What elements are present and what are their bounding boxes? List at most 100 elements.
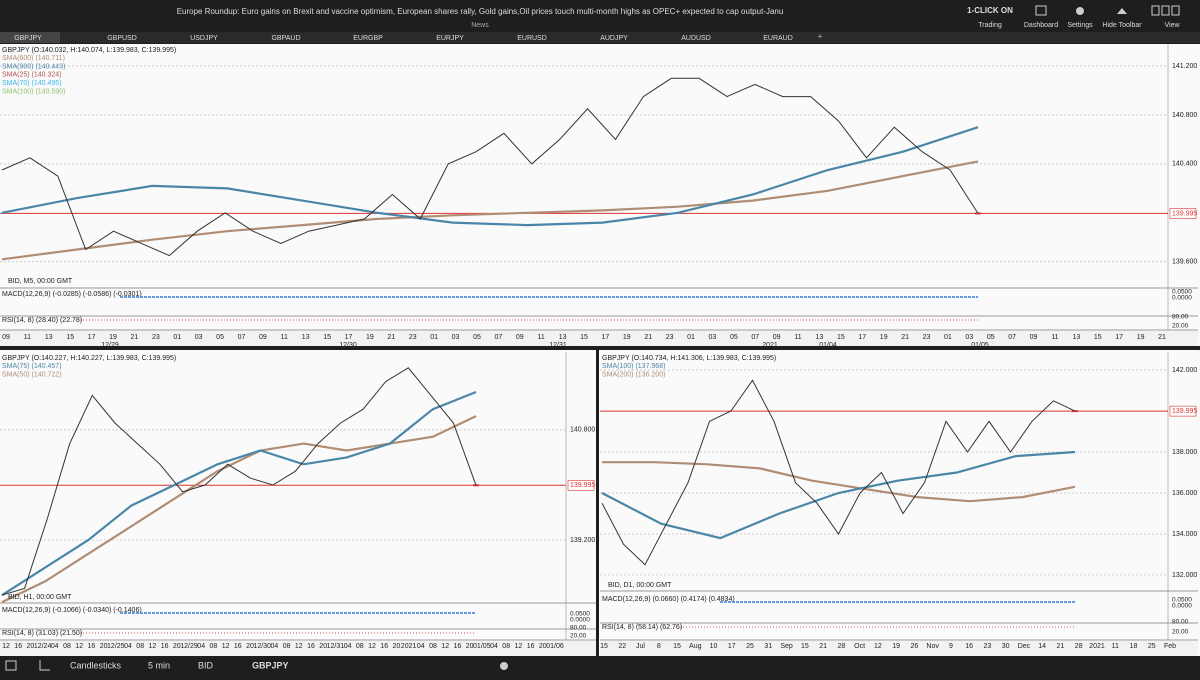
crop-icon[interactable] <box>39 660 50 671</box>
settings-icon[interactable] <box>500 662 508 670</box>
tab[interactable]: EURJPY <box>436 35 464 42</box>
legend-entry: SMA(25) (140.324) <box>2 72 62 79</box>
price-line <box>1 367 477 596</box>
time-label: 08 <box>63 643 71 650</box>
time-label: 13 <box>816 334 824 341</box>
view-icon[interactable] <box>1161 5 1170 16</box>
time-label: 12 <box>2 643 10 650</box>
tab[interactable]: EURAUD <box>763 35 793 42</box>
time-label: 20 <box>100 643 108 650</box>
time-label: 16 <box>14 643 22 650</box>
price-tag <box>1169 208 1197 219</box>
time-label: 09 <box>516 334 524 341</box>
symbol[interactable]: GBPJPY <box>252 660 289 670</box>
time-label: 19 <box>623 334 631 341</box>
view-icon[interactable] <box>1151 5 1160 16</box>
toolbar-button[interactable]: Hide Toolbar <box>1102 22 1142 29</box>
date-label: 2021 <box>762 342 778 349</box>
hide-icon[interactable] <box>1117 8 1127 14</box>
time-label: 16 <box>307 643 315 650</box>
tab[interactable]: AUDUSD <box>681 35 711 42</box>
time-label: 13 <box>302 334 310 341</box>
time-label: 19 <box>892 643 900 650</box>
macd-label: MACD(12,26,9) (-0.0285) (-0.0586) (-0.03… <box>2 291 142 298</box>
tab[interactable]: GBPAUD <box>271 35 300 42</box>
price-label: 138.000 <box>1172 449 1197 456</box>
time-label: 12/25 <box>107 643 125 650</box>
time-label: 03 <box>709 334 717 341</box>
time-label: 11 <box>1051 334 1058 341</box>
indicator-axis-label: 20.00 <box>1172 629 1189 636</box>
charts: 141.200 140.800 140.400 139.995 139.600 GBPJP… <box>0 44 1198 656</box>
toolbar-button[interactable]: View <box>1164 22 1180 29</box>
time-label: 20 <box>466 643 474 650</box>
time-label: 16 <box>380 643 388 650</box>
price-side[interactable]: BID <box>198 660 214 670</box>
time-label: 13 <box>559 334 567 341</box>
sma-line <box>1 126 979 227</box>
tab[interactable]: USDJPY <box>190 35 218 42</box>
time-label: 17 <box>345 334 353 341</box>
time-label: 19 <box>1137 334 1145 341</box>
time-label: 12 <box>441 643 449 650</box>
interval[interactable]: 5 min <box>148 660 170 670</box>
settings-icon[interactable] <box>1076 7 1084 15</box>
add-tab[interactable]: + <box>817 31 822 41</box>
time-label: 23 <box>409 334 417 341</box>
price-tag <box>567 479 595 491</box>
tab[interactable]: GBPUSD <box>107 35 137 42</box>
chart-panel: 141.200 140.800 140.400 139.995 139.600 GBPJP… <box>0 44 1198 349</box>
price-label: 139.200 <box>570 537 595 544</box>
toolbar-button[interactable]: Settings <box>1067 22 1093 29</box>
tab[interactable]: AUDJPY <box>600 35 628 42</box>
time-label: 2021 <box>401 643 417 650</box>
rsi-label: RSI(14, 8) (28.40) (22.78) <box>2 317 82 324</box>
macd-label: MACD(12,26,9) (0.0660) (0.4174) (0.4834) <box>602 596 735 603</box>
time-label: 15 <box>1094 334 1102 341</box>
time-label: 07 <box>494 334 502 341</box>
time-label: 09 <box>1030 334 1038 341</box>
bottom-toolbar: Candlesticks 5 min BID GBPJPY <box>0 656 1200 675</box>
time-label: 09 <box>773 334 781 341</box>
time-label: 12 <box>295 643 303 650</box>
rsi-label: RSI(14, 8) (31.03) (21.50) <box>2 630 82 637</box>
tab[interactable]: EURGBP <box>353 35 383 42</box>
layout-icon[interactable] <box>5 660 17 671</box>
time-label: 31 <box>764 643 772 650</box>
time-label: 16 <box>527 643 535 650</box>
panel-top <box>0 44 1200 346</box>
time-label: 05 <box>987 334 995 341</box>
time-label: 11 <box>538 334 545 341</box>
indicator-axis-label: 80.00 <box>1172 619 1189 626</box>
news-label[interactable]: News <box>471 22 489 29</box>
toolbar-button[interactable]: Dashboard <box>1024 22 1058 29</box>
news-ticker[interactable]: Europe Roundup: Euro gains on Brexit and… <box>177 7 784 16</box>
legend-entry: SMA(100) (137.968) <box>602 363 665 370</box>
time-label: 23 <box>152 334 160 341</box>
legend-entry: GBPJPY (O:140.227, H:140.227, L:139.983,… <box>2 355 176 362</box>
time-label: 16 <box>965 643 973 650</box>
time-label: 18 <box>1130 643 1138 650</box>
price-label: 142.000 <box>1172 367 1197 374</box>
one-click-toggle[interactable]: 1-CLICK ON <box>967 6 1013 15</box>
price-label: 141.200 <box>1172 63 1197 70</box>
date-label: 12/30 <box>339 342 357 349</box>
time-label: 04 <box>344 643 352 650</box>
chart-type[interactable]: Candlesticks <box>70 660 122 670</box>
time-label: 20 <box>393 643 401 650</box>
toolbar-button[interactable]: Trading <box>978 22 1002 29</box>
dashboard-icon[interactable] <box>1035 5 1047 16</box>
time-label: 08 <box>429 643 437 650</box>
view-icon[interactable] <box>1171 5 1180 16</box>
tab[interactable]: GBPJPY <box>14 35 42 42</box>
legend-entry: SMA(50) (140.722) <box>2 371 62 378</box>
tab[interactable]: EURUSD <box>517 35 547 42</box>
time-label: 23 <box>666 334 674 341</box>
price-label: 139.995 <box>570 482 595 489</box>
time-label: 25 <box>1148 643 1156 650</box>
time-label: 13 <box>1072 334 1080 341</box>
time-label: 05 <box>216 334 224 341</box>
legend-entry: GBPJPY (O:140.734, H:141.306, L:139.983,… <box>602 355 776 362</box>
time-label: 17 <box>88 334 96 341</box>
time-label: 07 <box>238 334 246 341</box>
